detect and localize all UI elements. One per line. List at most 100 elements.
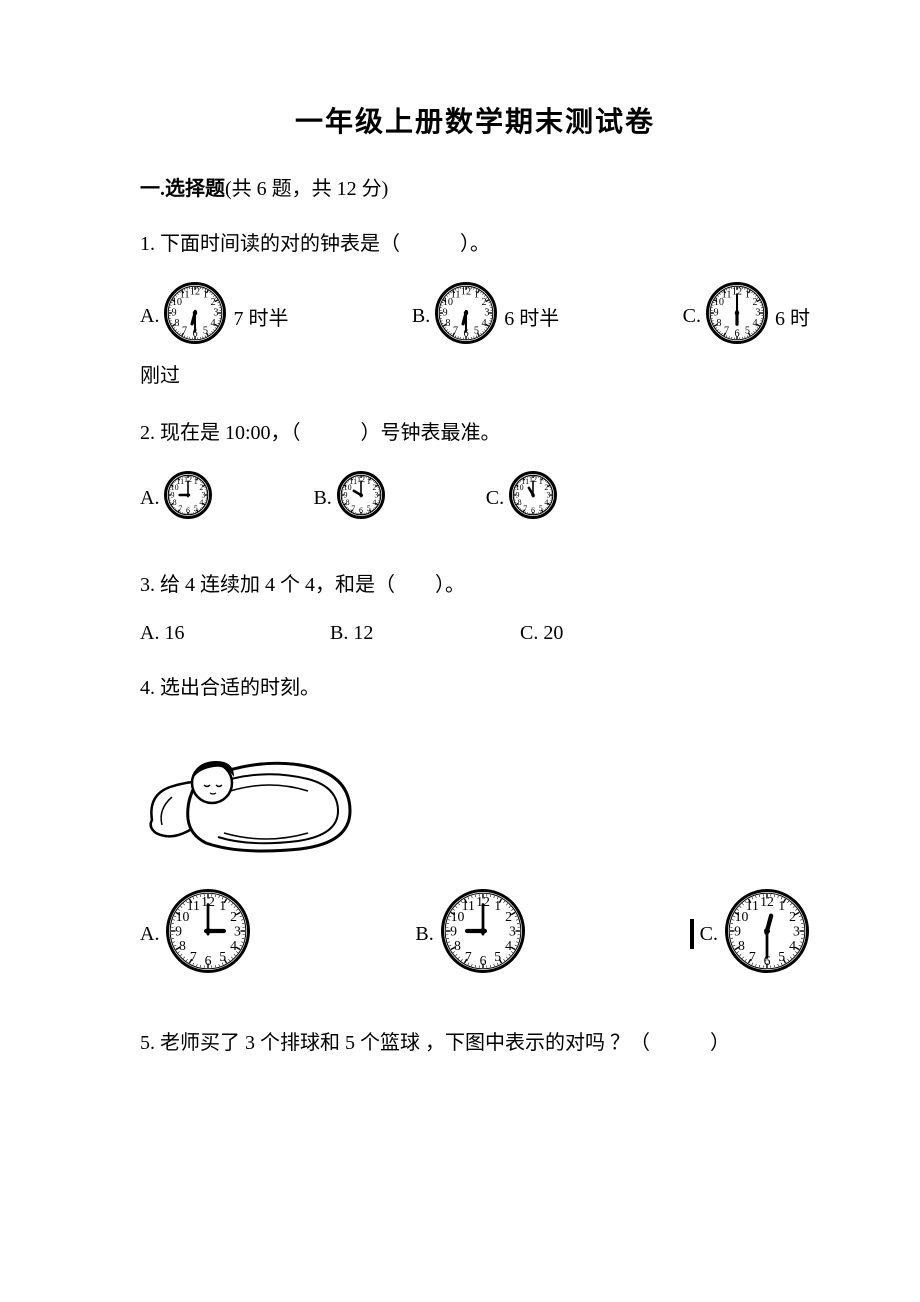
svg-text:1: 1	[778, 898, 785, 913]
q1-options: A. 123456789101112 7 时半 B. 1234567891011…	[140, 281, 810, 351]
q1-option-b: B. 123456789101112 6 时半	[412, 281, 559, 351]
q1-b-clock: 123456789101112	[434, 281, 498, 351]
svg-text:3: 3	[234, 924, 241, 939]
q5-text: 5. 老师买了 3 个排球和 5 个篮球 ，下图中表示的对吗 ？（ ）	[140, 1024, 810, 1062]
svg-text:7: 7	[351, 504, 355, 513]
svg-text:11: 11	[722, 289, 732, 300]
q1-b-after: 6 时半	[504, 302, 559, 331]
svg-text:1: 1	[220, 898, 227, 913]
svg-text:2: 2	[789, 909, 796, 924]
svg-text:4: 4	[789, 938, 796, 953]
q3-text: 3. 给 4 连续加 4 个 4，和是（ ）。	[140, 566, 810, 604]
q2-option-c: C. 123456789101112	[486, 470, 558, 526]
svg-text:1: 1	[745, 289, 750, 300]
svg-text:12: 12	[760, 894, 774, 909]
q1-a-after: 7 时半	[233, 302, 288, 331]
q4-a-letter: A.	[140, 923, 159, 946]
svg-text:5: 5	[203, 326, 208, 337]
svg-text:4: 4	[231, 938, 238, 953]
section-info: (共 6 题，共 12 分)	[225, 178, 388, 200]
svg-text:8: 8	[345, 498, 349, 507]
vertical-bar-icon	[690, 919, 694, 949]
q2-a-letter: A.	[140, 487, 159, 510]
svg-text:8: 8	[446, 318, 451, 329]
svg-text:1: 1	[203, 289, 208, 300]
svg-text:3: 3	[793, 924, 800, 939]
svg-text:3: 3	[755, 308, 760, 319]
svg-text:4: 4	[200, 498, 204, 507]
svg-text:4: 4	[505, 938, 512, 953]
svg-text:9: 9	[176, 924, 183, 939]
svg-text:5: 5	[539, 504, 543, 513]
q2-b-clock: 123456789101112	[336, 470, 386, 526]
q1-c-clock: 123456789101112	[705, 281, 769, 351]
section-label: 一.选择题	[140, 178, 225, 200]
q2-c-letter: C.	[486, 487, 504, 510]
svg-text:2: 2	[231, 909, 238, 924]
svg-text:6: 6	[531, 506, 535, 515]
svg-text:9: 9	[171, 491, 175, 500]
svg-text:9: 9	[734, 924, 741, 939]
q1-text: 1. 下面时间读的对的钟表是（ ）。	[140, 225, 810, 263]
svg-text:11: 11	[180, 289, 190, 300]
q4-figure-sleep	[140, 725, 810, 870]
svg-text:4: 4	[482, 318, 487, 329]
svg-text:5: 5	[745, 326, 750, 337]
svg-text:4: 4	[545, 498, 549, 507]
q2-b-letter: B.	[313, 487, 331, 510]
svg-text:6: 6	[205, 953, 212, 968]
page-title: 一年级上册数学期末测试卷	[140, 100, 810, 140]
q1-wrap: 刚过	[140, 359, 810, 388]
svg-text:7: 7	[453, 326, 458, 337]
q2-option-b: B. 123456789101112	[313, 470, 385, 526]
svg-text:2: 2	[482, 297, 487, 308]
exam-page: 一年级上册数学期末测试卷 一.选择题(共 6 题，共 12 分) 1. 下面时间…	[0, 0, 920, 1302]
svg-text:3: 3	[509, 924, 516, 939]
q4-b-letter: B.	[415, 923, 433, 946]
q1-a-letter: A.	[140, 305, 159, 328]
q3-option-b: B. 12	[330, 622, 520, 645]
q4-text: 4. 选出合适的时刻。	[140, 669, 810, 707]
q1-option-a: A. 123456789101112 7 时半	[140, 281, 288, 351]
svg-text:12: 12	[190, 287, 200, 298]
q1-c-letter: C.	[683, 305, 701, 328]
svg-text:11: 11	[461, 898, 474, 913]
svg-text:1: 1	[494, 898, 501, 913]
svg-text:8: 8	[738, 938, 745, 953]
q1-b-letter: B.	[412, 305, 430, 328]
svg-text:9: 9	[172, 308, 177, 319]
svg-text:1: 1	[367, 477, 371, 486]
svg-text:7: 7	[182, 326, 187, 337]
svg-text:7: 7	[179, 504, 183, 513]
q3-option-a: A. 16	[140, 622, 330, 645]
q4-option-c: C. 123456789101112	[690, 888, 810, 980]
q1-option-c: C. 123456789101112 6 时	[683, 281, 810, 351]
q1-c-after: 6 时	[775, 302, 810, 331]
q1-a-clock: 123456789101112	[163, 281, 227, 351]
svg-text:3: 3	[214, 308, 219, 319]
svg-text:7: 7	[749, 949, 756, 964]
svg-text:8: 8	[179, 938, 186, 953]
svg-text:11: 11	[187, 898, 200, 913]
q4-a-clock: 123456789101112	[165, 888, 251, 980]
svg-text:1: 1	[194, 477, 198, 486]
q4-option-a: A. 123456789101112	[140, 888, 251, 980]
svg-text:8: 8	[173, 498, 177, 507]
svg-text:5: 5	[494, 949, 501, 964]
section-heading: 一.选择题(共 6 题，共 12 分)	[140, 172, 810, 201]
svg-text:6: 6	[186, 506, 190, 515]
svg-text:8: 8	[716, 318, 721, 329]
q2-a-clock: 123456789101112	[163, 470, 213, 526]
svg-text:11: 11	[746, 898, 759, 913]
q4-options: A. 123456789101112 B. 123456789101112 C.…	[140, 888, 810, 980]
svg-text:7: 7	[724, 326, 729, 337]
svg-text:5: 5	[778, 949, 785, 964]
svg-text:5: 5	[474, 326, 479, 337]
q2-text: 2. 现在是 10:00，（ ）号钟表最准。	[140, 414, 810, 452]
svg-text:4: 4	[211, 318, 216, 329]
svg-text:2: 2	[505, 909, 512, 924]
svg-text:5: 5	[367, 504, 371, 513]
svg-text:11: 11	[451, 289, 461, 300]
svg-text:7: 7	[523, 504, 527, 513]
svg-text:9: 9	[443, 308, 448, 319]
